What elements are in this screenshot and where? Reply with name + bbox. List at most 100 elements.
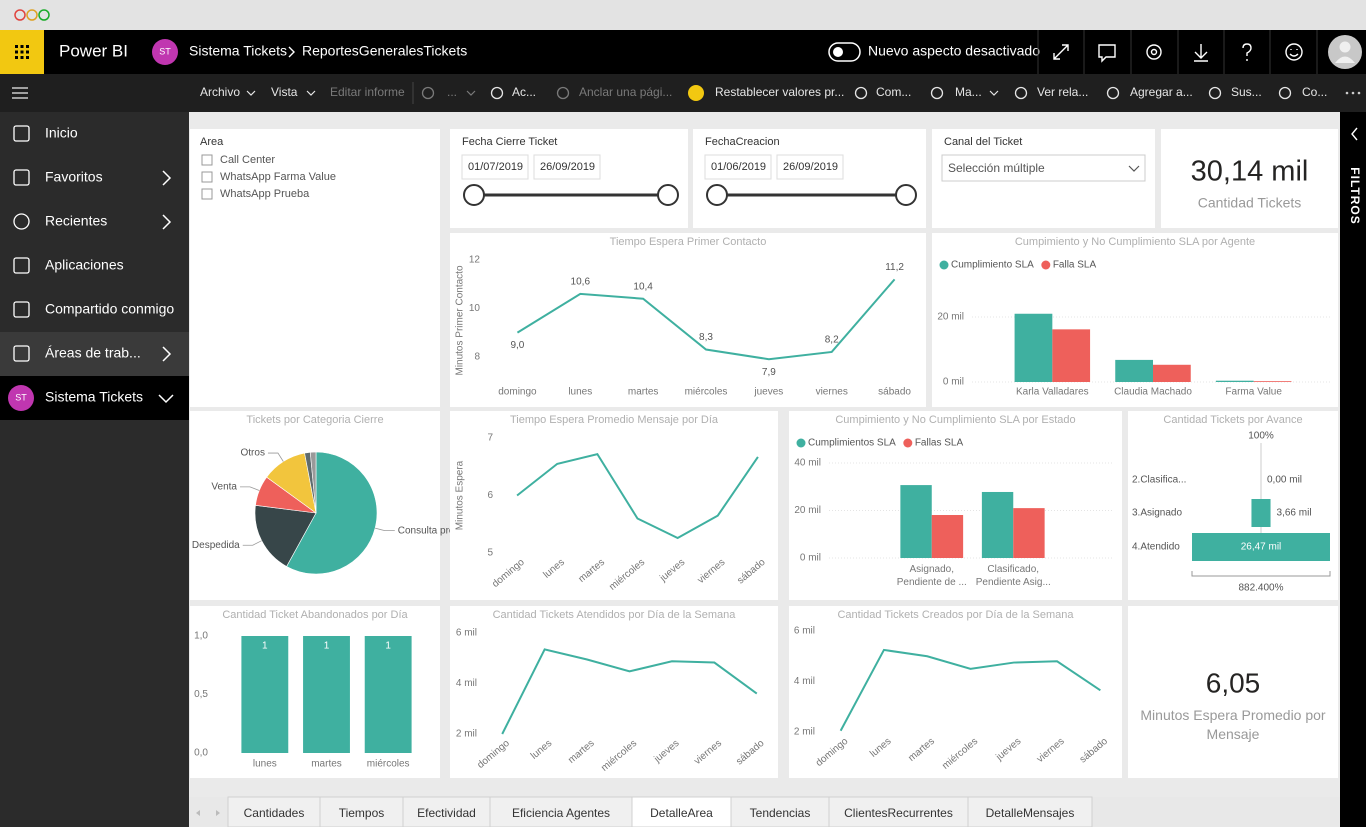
bar[interactable]	[1115, 359, 1153, 382]
pie-slice[interactable]	[286, 451, 378, 575]
toolbar-item[interactable]: Agregar a...	[1130, 85, 1193, 99]
tab[interactable]	[402, 796, 491, 827]
tab-label[interactable]: Eficiencia Agentes	[512, 806, 610, 820]
leader-line	[267, 452, 284, 462]
slicer-checkbox[interactable]	[201, 154, 213, 166]
fullscreen-icon[interactable]	[1053, 44, 1069, 60]
date-input[interactable]	[704, 154, 772, 180]
bar[interactable]	[981, 491, 1014, 558]
slider-handle[interactable]	[463, 184, 485, 206]
nav-item[interactable]: Áreas de trab...	[45, 345, 141, 361]
line	[839, 648, 1101, 732]
date-input[interactable]	[461, 154, 529, 180]
user-avatar[interactable]	[1328, 35, 1362, 69]
tab-label[interactable]: Efectividad	[417, 806, 476, 820]
help-icon[interactable]	[1242, 43, 1252, 61]
slicer-item[interactable]: WhatsApp Farma Value	[220, 171, 336, 183]
feedback-icon[interactable]	[1285, 43, 1303, 61]
slider-handle[interactable]	[657, 184, 679, 206]
bar[interactable]	[931, 515, 964, 558]
window-zoom[interactable]	[38, 9, 50, 21]
window-close[interactable]	[14, 9, 26, 21]
tab[interactable]	[319, 796, 404, 827]
bar[interactable]	[303, 636, 350, 753]
data-label: 1	[324, 641, 330, 652]
nav-item[interactable]: Aplicaciones	[45, 257, 124, 273]
toolbar-item[interactable]: Ver rela...	[1037, 85, 1088, 99]
app-launcher[interactable]	[0, 30, 44, 74]
tab-label[interactable]: Tendencias	[750, 806, 811, 820]
tab[interactable]	[828, 796, 969, 827]
data-label: 1	[385, 641, 391, 652]
funnel-bar[interactable]	[1251, 499, 1271, 527]
bar[interactable]	[1215, 380, 1254, 382]
nav-item[interactable]: Recientes	[45, 213, 107, 229]
date-input[interactable]	[533, 154, 601, 180]
toggle-knob	[833, 47, 843, 57]
bar[interactable]	[1052, 329, 1091, 382]
tab[interactable]	[489, 796, 633, 827]
tab[interactable]	[631, 796, 732, 827]
nav-item[interactable]: Compartido conmigo	[45, 301, 174, 317]
bar[interactable]	[364, 636, 412, 753]
nav-toggle[interactable]	[12, 87, 28, 99]
toolbar-icon	[1014, 86, 1028, 100]
toolbar-item[interactable]: Com...	[876, 85, 911, 99]
settings-icon[interactable]	[1146, 44, 1162, 60]
visual-title: Cantidad Tickets por Avance	[1163, 414, 1302, 426]
download-icon[interactable]	[1194, 44, 1208, 62]
area-slicer-background	[190, 129, 440, 407]
data-label: 3,66 mil	[1277, 508, 1312, 519]
look-toggle[interactable]	[828, 42, 861, 62]
tab[interactable]	[730, 796, 830, 827]
bar[interactable]	[1013, 508, 1045, 558]
date-start: 01/06/2019	[711, 161, 766, 173]
slicer-checkbox[interactable]	[201, 188, 213, 200]
date-end: 26/09/2019	[540, 161, 595, 173]
toolbar-item[interactable]: Co...	[1302, 85, 1327, 99]
nav-item[interactable]: Sistema Tickets	[45, 389, 143, 405]
toolbar-item[interactable]: Restablecer valores pr...	[715, 85, 844, 99]
visual-bar: Cantidad Ticket Abandonados por Día 0,0 0,…	[194, 609, 412, 770]
tab-label[interactable]: DetalleArea	[650, 806, 713, 820]
nav-hover	[0, 332, 189, 376]
slice-label: Consulta precios	[398, 525, 472, 536]
toolbar-item[interactable]: Ac...	[512, 85, 536, 99]
nav-item[interactable]: Favoritos	[45, 169, 103, 185]
toolbar-more[interactable]	[1345, 91, 1361, 95]
data-label: 26,47 mil	[1241, 542, 1282, 553]
window-minimize[interactable]	[26, 9, 38, 21]
pie-slice[interactable]	[309, 451, 317, 514]
workspace-name[interactable]: Sistema Tickets	[189, 43, 287, 59]
toolbar-item[interactable]: Vista	[271, 85, 298, 99]
tab-label[interactable]: DetalleMensajes	[986, 806, 1075, 820]
slicer-checkbox[interactable]	[201, 171, 213, 183]
toolbar-item[interactable]: Sus...	[1231, 85, 1262, 99]
comment-icon[interactable]	[1098, 44, 1116, 63]
bar[interactable]	[1153, 364, 1191, 382]
slider-handle[interactable]	[895, 184, 917, 206]
tab[interactable]	[227, 796, 321, 827]
bar[interactable]	[900, 485, 932, 558]
bar[interactable]	[1253, 381, 1292, 382]
tab-label[interactable]: ClientesRecurrentes	[844, 806, 953, 820]
tab-label[interactable]: Tiempos	[339, 806, 385, 820]
filters-collapse[interactable]	[1351, 127, 1358, 141]
visual-line-background	[789, 606, 1122, 778]
slicer-item[interactable]: Call Center	[220, 154, 275, 166]
tab-label[interactable]: Cantidades	[244, 806, 305, 820]
bar[interactable]	[1014, 313, 1053, 382]
toolbar-item[interactable]: Archivo	[200, 85, 240, 99]
bar[interactable]	[241, 636, 289, 753]
toolbar-icon	[854, 86, 868, 100]
slicer-item[interactable]: WhatsApp Prueba	[220, 188, 310, 200]
date-input[interactable]	[776, 154, 844, 180]
toolbar-item[interactable]: Ma...	[955, 85, 982, 99]
filters-pane[interactable]	[1340, 112, 1366, 827]
toolbar-chevron	[246, 90, 256, 96]
slider-handle[interactable]	[706, 184, 728, 206]
nav-item[interactable]: Inicio	[45, 125, 78, 141]
dropdown[interactable]	[941, 154, 1146, 182]
tab[interactable]	[967, 796, 1093, 827]
funnel-bar[interactable]	[1192, 533, 1330, 561]
